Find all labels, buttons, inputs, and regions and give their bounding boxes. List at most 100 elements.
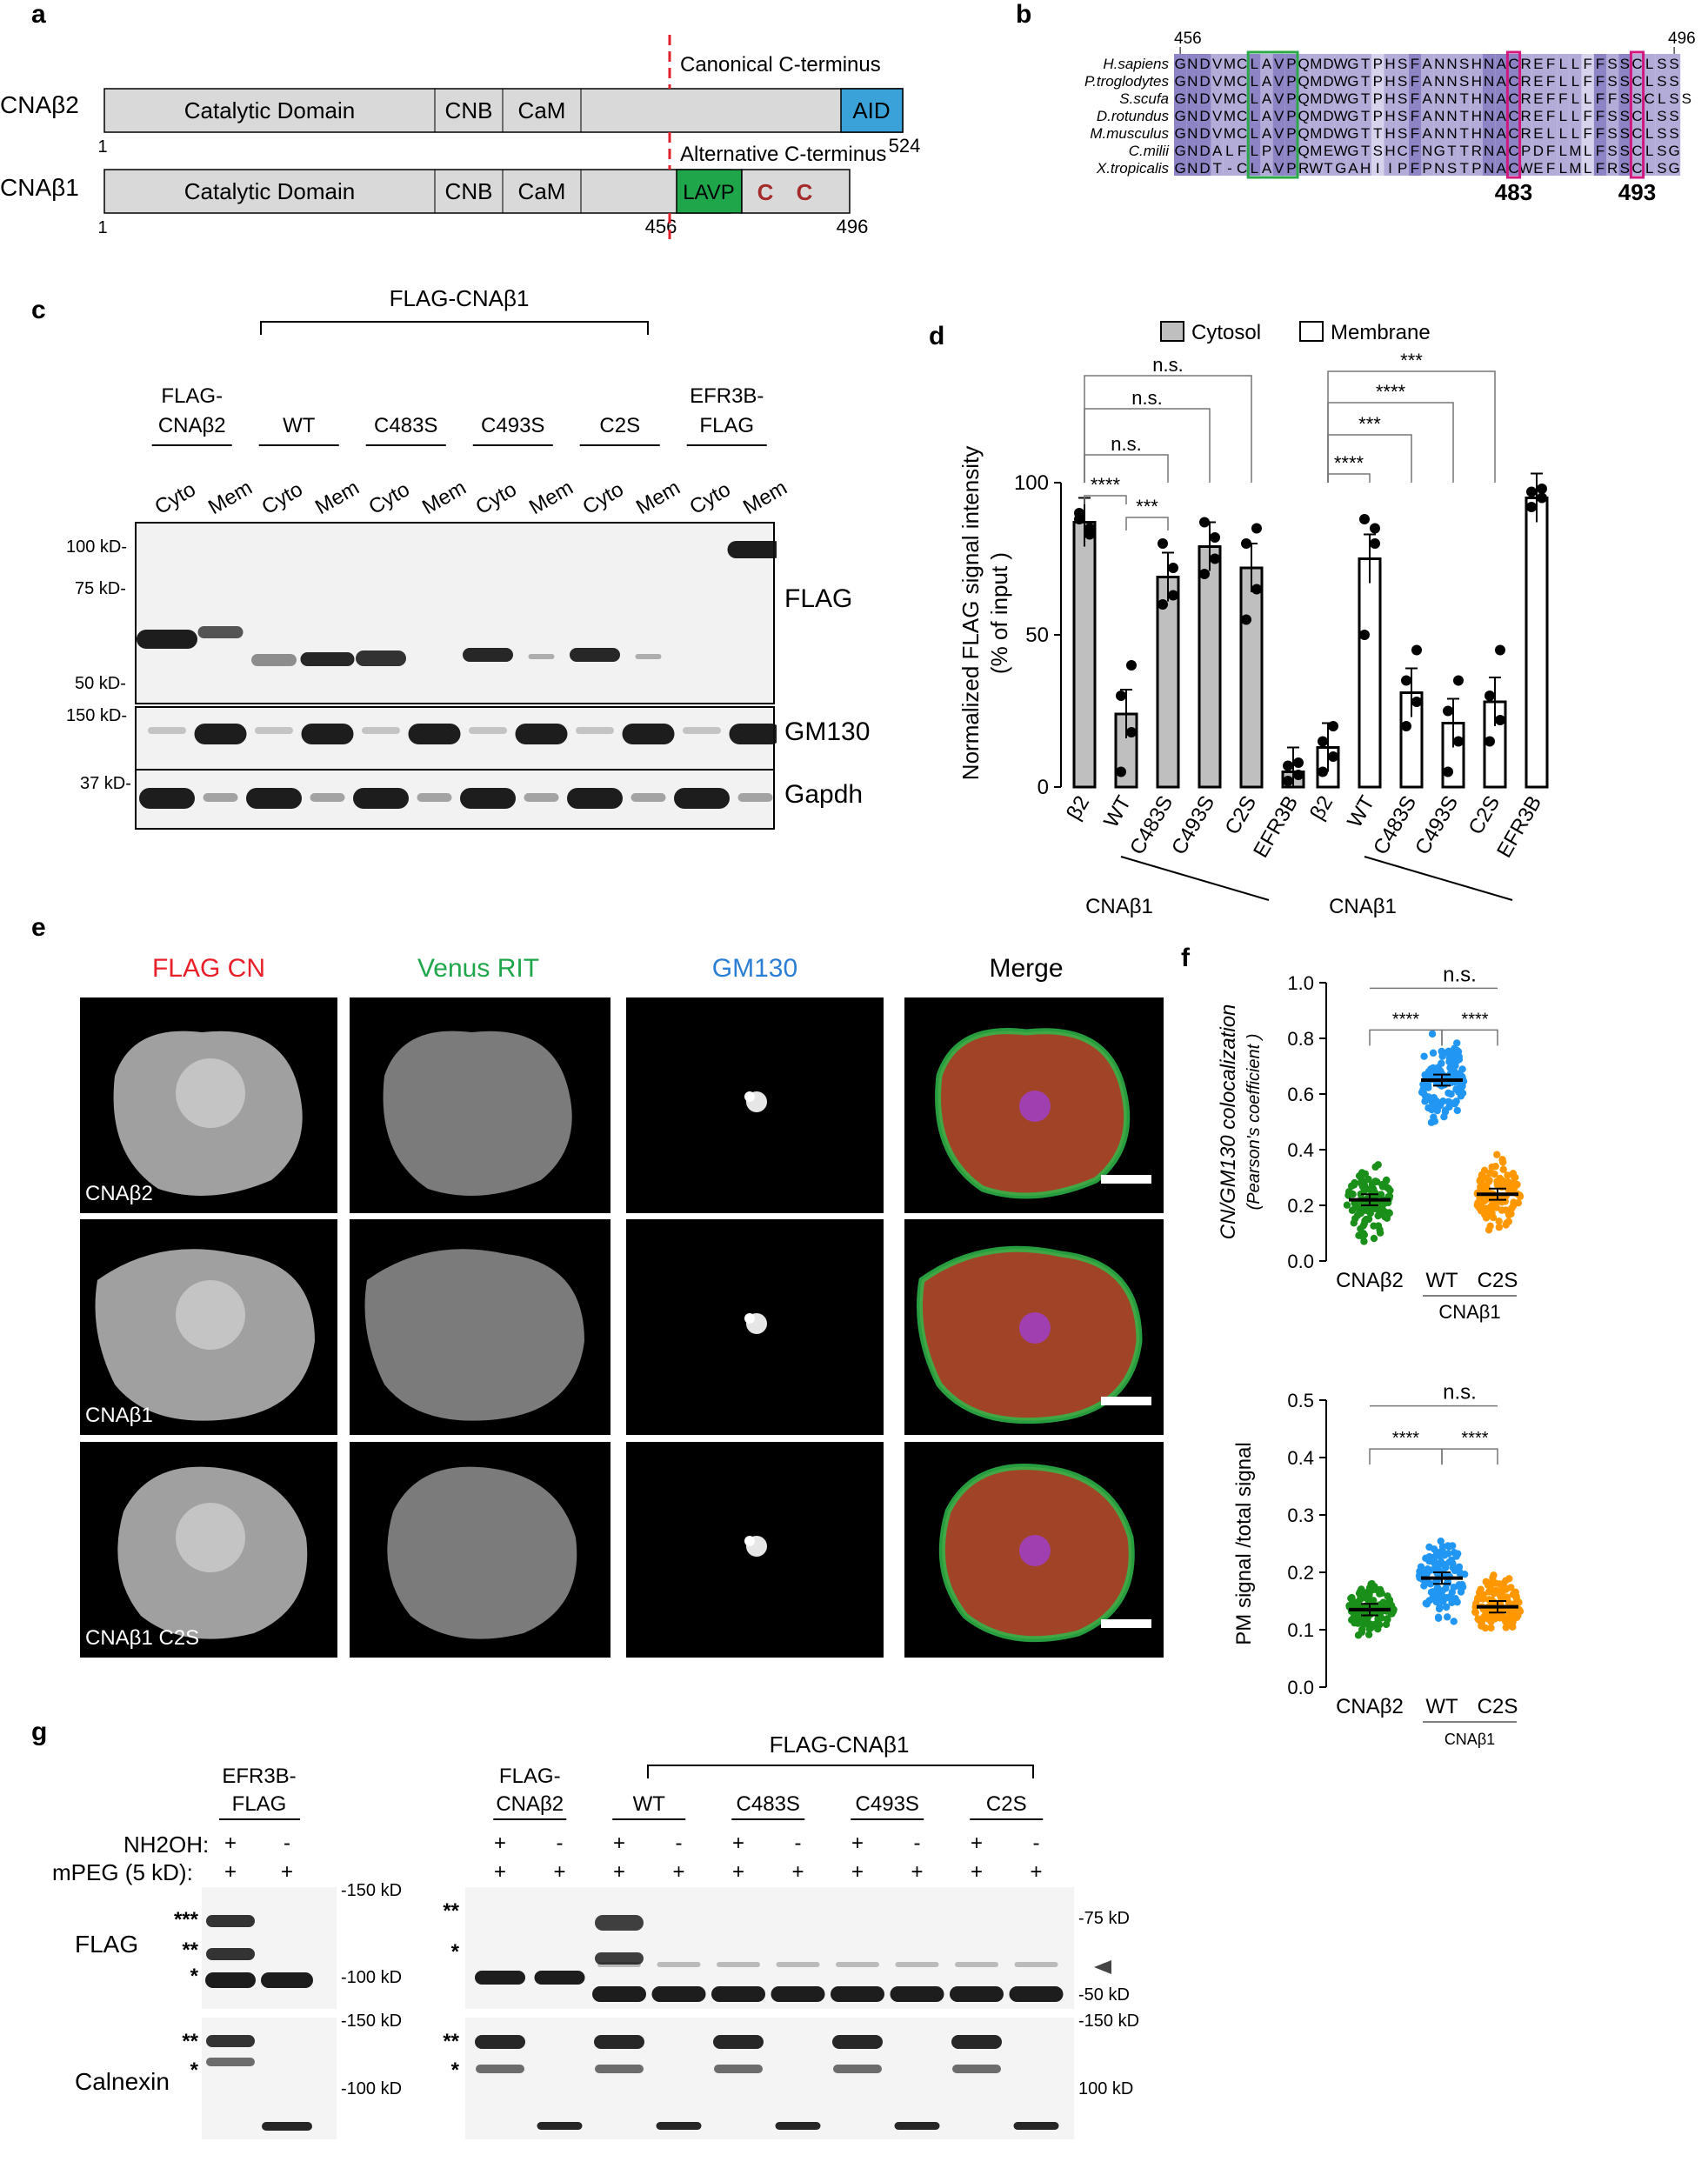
data-point <box>1116 691 1126 701</box>
lane-group-label: CNAβ2 <box>158 414 226 437</box>
residue: H <box>1471 108 1482 124</box>
y-axis-label: (Pearson's coefficient ) <box>1244 1034 1264 1211</box>
residue: G <box>1174 73 1185 90</box>
data-point <box>1505 1575 1513 1583</box>
residue: P <box>1286 90 1296 107</box>
residue: A <box>1497 160 1507 177</box>
data-point <box>1450 1618 1458 1625</box>
plus-sign: + <box>732 1860 744 1884</box>
canonical-cterm-label: Canonical C-terminus <box>680 53 881 77</box>
residue: S <box>1669 56 1678 72</box>
data-point <box>1374 1615 1382 1623</box>
residue: R <box>1521 108 1531 124</box>
residue: R <box>1521 73 1531 90</box>
data-point <box>1347 1182 1356 1191</box>
residue: L <box>1225 143 1233 159</box>
data-point <box>1440 1112 1448 1121</box>
data-point <box>1429 1593 1437 1602</box>
conservation-shade <box>1223 54 1236 176</box>
residue: D <box>1323 56 1333 72</box>
channel-title-gm130: GM130 <box>711 954 798 983</box>
band <box>194 724 247 744</box>
significance-label: *** <box>1136 496 1158 517</box>
y-axis-label: CN/GM130 colocalization <box>1217 1004 1240 1240</box>
data-point <box>1484 691 1495 701</box>
residue: D <box>1199 143 1210 159</box>
band <box>651 1986 706 2002</box>
data-point <box>1446 1064 1454 1072</box>
lavp-box <box>1246 50 1299 179</box>
residue: D <box>1323 90 1333 107</box>
conservation-shade <box>1643 54 1656 176</box>
data-point <box>1502 1624 1510 1631</box>
y-tick-label: 0.0 <box>1287 1677 1314 1698</box>
band <box>713 2035 764 2049</box>
panel-letter-a: a <box>31 0 46 29</box>
group-label: CNAβ1 <box>1438 1301 1500 1323</box>
data-point <box>1318 766 1328 777</box>
minus-sign: - <box>557 1831 564 1855</box>
band <box>206 2035 255 2047</box>
data-point <box>1486 1169 1494 1178</box>
data-point <box>1411 644 1422 656</box>
group-label: CNAβ1 <box>1444 1731 1495 1748</box>
peg-blot-panel: EFR3B- FLAG NH2OH:mPEG (5 kD): + - + + -150 kD -… <box>52 1731 1139 2139</box>
residue: A <box>1497 143 1507 159</box>
significance-label: *** <box>1400 350 1423 371</box>
data-point <box>1428 1030 1437 1038</box>
residue: R <box>1471 143 1482 159</box>
conservation-shade <box>1174 54 1187 176</box>
residue: F <box>1584 125 1592 142</box>
residue: L <box>1559 160 1567 177</box>
residue: P <box>1373 73 1383 90</box>
data-point <box>1537 492 1547 504</box>
data-point <box>1509 1623 1517 1631</box>
residue: A <box>1262 73 1272 90</box>
minus-sign: - <box>914 1831 921 1855</box>
micrograph-flag-row3: CNAβ1 C2S <box>80 1442 337 1658</box>
lane-group-label: C493S <box>481 414 544 437</box>
x-tick-label: β2 <box>1305 792 1338 824</box>
blot-label-gm130: GM130 <box>784 717 871 746</box>
residue: S <box>1669 73 1678 90</box>
conservation-shade <box>1322 54 1335 176</box>
residue: C <box>1237 160 1247 177</box>
band <box>463 648 513 662</box>
residue: F <box>1596 108 1605 124</box>
residue: A <box>1262 160 1272 177</box>
right-group-label: FLAG-CNAβ1 <box>770 1731 910 1758</box>
marker-100kd: 100 kD- <box>66 537 128 557</box>
residue: D <box>1199 125 1210 142</box>
lane-group-label: EFR3B- <box>690 384 764 408</box>
species-name: D.rotundus <box>1097 108 1170 124</box>
data-point <box>1454 1048 1463 1056</box>
conservation-shade <box>1606 54 1619 176</box>
residue: G <box>1174 125 1185 142</box>
residue: C <box>1508 73 1518 90</box>
residue: F <box>1546 73 1555 90</box>
data-point <box>1477 1585 1484 1593</box>
left-group-label: EFR3B- <box>222 1765 296 1788</box>
conservation-shade <box>1631 54 1644 176</box>
significance-label: *** <box>1358 413 1381 435</box>
residue: M <box>1310 125 1322 142</box>
band <box>515 724 568 744</box>
marker-label: -150 kD <box>1078 2012 1139 2031</box>
conservation-shade <box>1272 54 1285 176</box>
band <box>203 793 238 802</box>
residue: D <box>1199 56 1210 72</box>
band <box>460 788 516 809</box>
residue: N <box>1446 125 1457 142</box>
data-point <box>1450 1583 1458 1591</box>
band <box>528 654 555 659</box>
band <box>951 2035 1002 2049</box>
y-tick-label: 0 <box>1037 776 1049 799</box>
data-point <box>1486 1222 1494 1231</box>
data-point <box>1383 1214 1391 1223</box>
data-point <box>1345 1602 1353 1610</box>
residue: A <box>1497 125 1507 142</box>
data-point <box>1526 486 1537 497</box>
residue: P <box>1286 56 1296 72</box>
residue: S <box>1398 73 1407 90</box>
residue: H <box>1471 73 1482 90</box>
